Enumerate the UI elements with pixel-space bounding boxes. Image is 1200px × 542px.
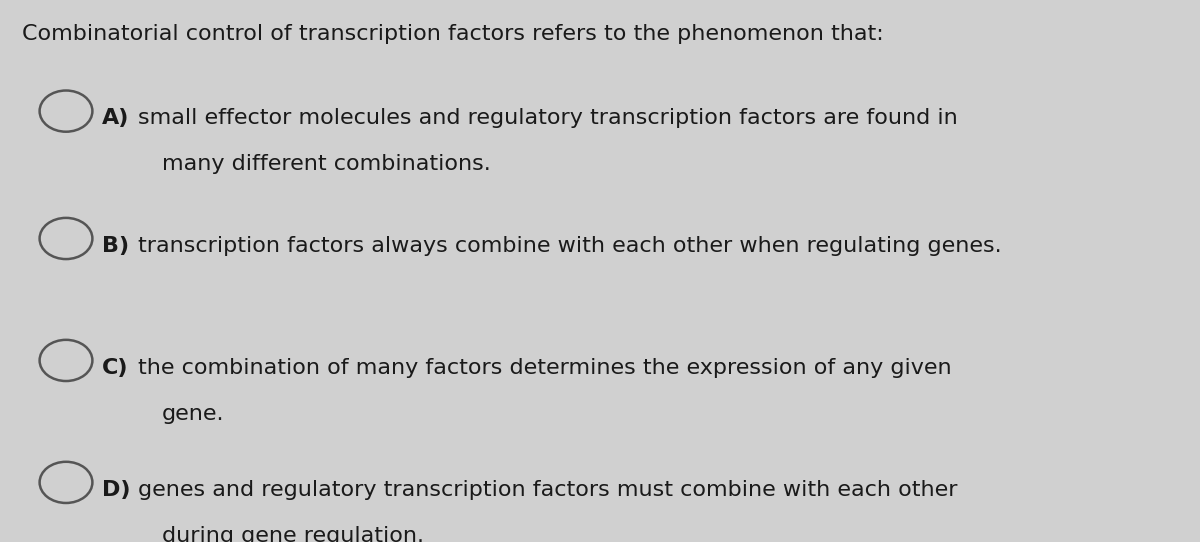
Text: C): C)	[102, 358, 128, 378]
Text: transcription factors always combine with each other when regulating genes.: transcription factors always combine wit…	[138, 236, 1002, 256]
Text: small effector molecules and regulatory transcription factors are found in: small effector molecules and regulatory …	[138, 108, 958, 128]
Text: genes and regulatory transcription factors must combine with each other: genes and regulatory transcription facto…	[138, 480, 958, 500]
Text: during gene regulation.: during gene regulation.	[162, 526, 424, 542]
Text: Combinatorial control of transcription factors refers to the phenomenon that:: Combinatorial control of transcription f…	[22, 24, 883, 44]
Text: gene.: gene.	[162, 404, 224, 424]
Text: the combination of many factors determines the expression of any given: the combination of many factors determin…	[138, 358, 952, 378]
Text: many different combinations.: many different combinations.	[162, 154, 491, 175]
Text: A): A)	[102, 108, 130, 128]
Text: D): D)	[102, 480, 131, 500]
Text: B): B)	[102, 236, 130, 256]
